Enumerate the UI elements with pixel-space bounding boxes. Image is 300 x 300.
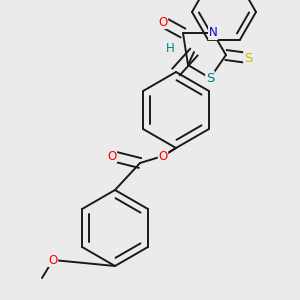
Text: O: O	[158, 16, 168, 28]
Text: O: O	[107, 149, 117, 163]
Text: O: O	[48, 254, 58, 266]
Text: O: O	[158, 149, 168, 163]
Text: H: H	[166, 41, 174, 55]
Text: S: S	[244, 52, 252, 64]
Text: S: S	[206, 71, 214, 85]
Text: N: N	[208, 26, 217, 40]
